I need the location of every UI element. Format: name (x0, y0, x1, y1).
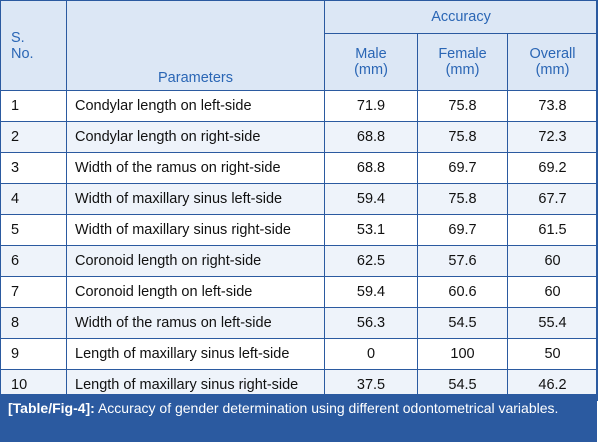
cell-overall: 61.5 (506, 214, 599, 246)
cell-parameter: Coronoid length on left-side (66, 276, 325, 308)
cell-female: 75.8 (417, 183, 508, 215)
cell-female: 57.6 (417, 245, 508, 277)
cell-male: 59.4 (324, 183, 418, 215)
cell-male: 71.9 (324, 90, 418, 122)
cell-female: 100 (417, 338, 508, 370)
header-male: Male (mm) (324, 33, 418, 91)
cell-parameter: Coronoid length on right-side (66, 245, 325, 277)
cell-sno: 4 (0, 183, 67, 215)
cell-sno: 3 (0, 152, 67, 184)
caption-text: Accuracy of gender determination using d… (94, 400, 559, 416)
table-row: 2 Condylar length on right-side 68.8 75.8 72… (0, 121, 599, 153)
table-row: 7 Coronoid length on left-side 59.4 60.6 60 (0, 276, 599, 308)
cell-female: 75.8 (417, 90, 508, 122)
caption-label: [Table/Fig-4]: (8, 400, 95, 416)
table-row: 4 Width of maxillary sinus left-side 59.4 7… (0, 183, 599, 215)
header-overall: Overall (mm) (506, 33, 599, 91)
header-sno: S. No. (0, 0, 67, 91)
cell-sno: 1 (0, 90, 67, 122)
cell-parameter: Condylar length on right-side (66, 121, 325, 153)
cell-parameter: Width of maxillary sinus left-side (66, 183, 325, 215)
cell-overall: 67.7 (506, 183, 599, 215)
cell-overall: 73.8 (506, 90, 599, 122)
cell-male: 53.1 (324, 214, 418, 246)
cell-male: 68.8 (324, 121, 418, 153)
cell-sno: 5 (0, 214, 67, 246)
header-parameters: Parameters (66, 0, 325, 91)
cell-female: 69.7 (417, 214, 508, 246)
cell-sno: 6 (0, 245, 67, 277)
table-row: 1 Condylar length on left-side 71.9 75.8 73.… (0, 90, 599, 122)
cell-parameter: Condylar length on left-side (66, 90, 325, 122)
cell-overall: 50 (506, 338, 599, 370)
header-female: Female (mm) (417, 33, 508, 91)
cell-sno: 8 (0, 307, 67, 339)
cell-overall: 60 (506, 245, 599, 277)
cell-parameter: Width of the ramus on left-side (66, 307, 325, 339)
cell-female: 60.6 (417, 276, 508, 308)
cell-parameter: Length of maxillary sinus left-side (66, 338, 325, 370)
cell-female: 54.5 (417, 307, 508, 339)
cell-parameter: Width of the ramus on right-side (66, 152, 325, 184)
cell-sno: 7 (0, 276, 67, 308)
table-row: 6 Coronoid length on right-side 62.5 57.6 60 (0, 245, 599, 277)
cell-overall: 72.3 (506, 121, 599, 153)
header-accuracy-group: Accuracy (323, 0, 599, 34)
table-caption: [Table/Fig-4]: Accuracy of gender determ… (0, 394, 597, 442)
